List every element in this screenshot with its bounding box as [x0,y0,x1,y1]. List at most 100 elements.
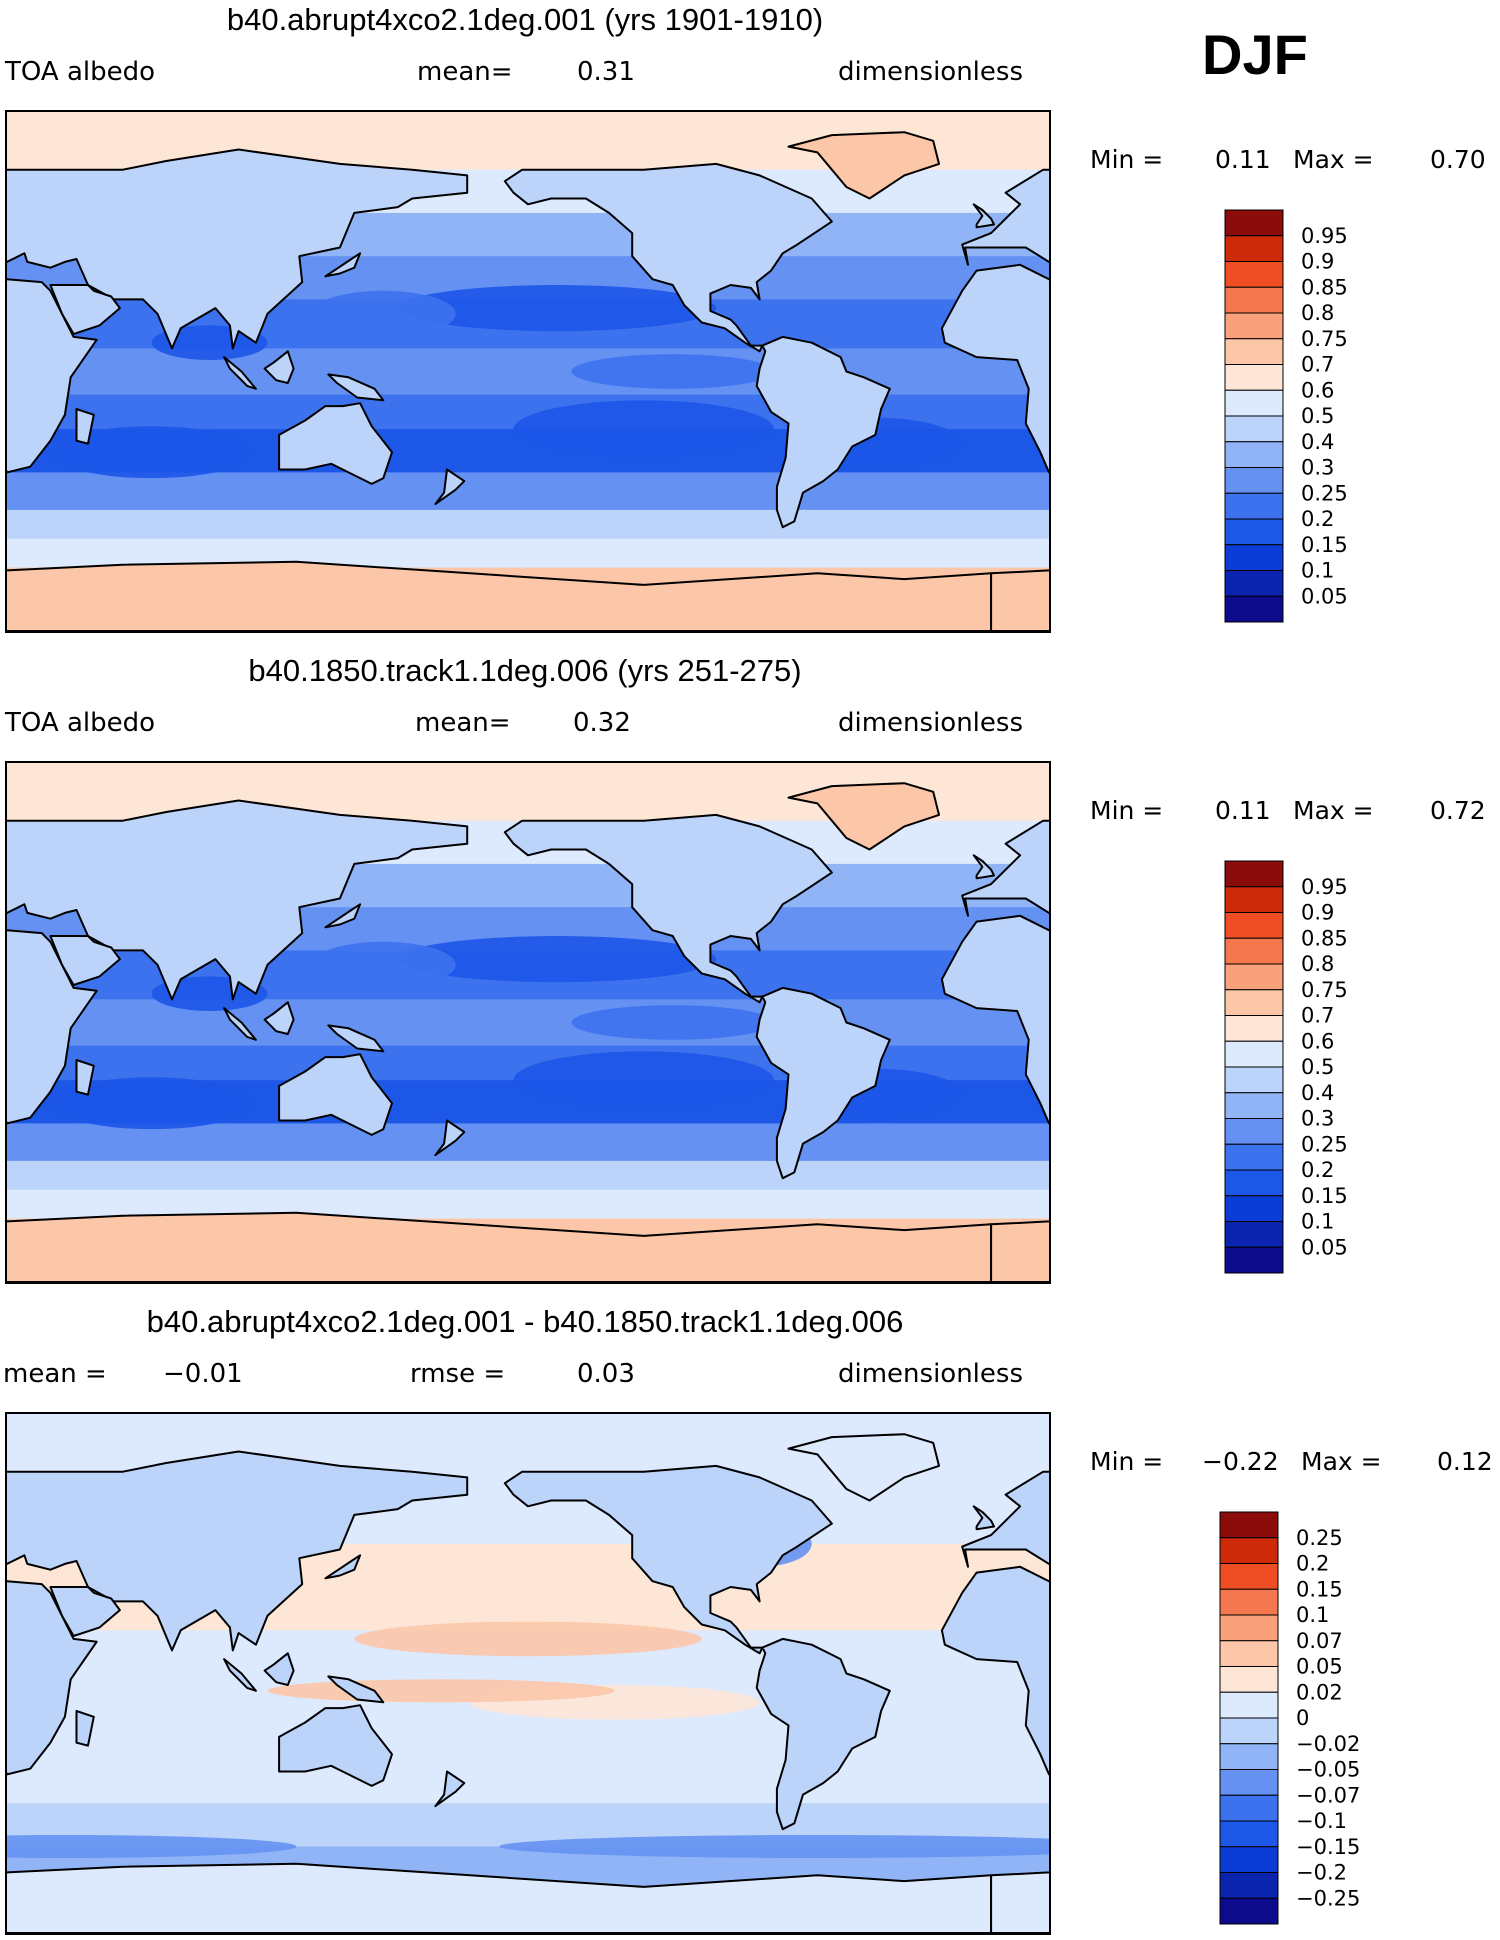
season-label: DJF [1202,23,1308,86]
coastline-sumatra [223,1007,257,1041]
coastline-borneo [263,350,295,384]
colorbar-box [1224,338,1284,365]
colorbar-box [1219,1743,1279,1770]
colorbar-label: 0.05 [1296,1655,1343,1679]
coastline-samerica [755,986,891,1180]
coastline-eurasia [7,799,469,1001]
colorbar-label: 0.9 [1301,250,1334,274]
colorbar-label: 0.25 [1301,481,1348,505]
coastline-africa [940,1565,1049,1776]
panel3-rmse-label: rmse = [410,1359,506,1389]
colorbar-label: 0.1 [1301,559,1334,583]
coastline-madagascar [75,1710,95,1747]
colorbar-label: 0 [1296,1706,1309,1730]
colorbar-label: −0.15 [1296,1835,1360,1859]
colorbar-box [1224,1015,1284,1042]
coastline-samerica [755,1637,891,1831]
colorbar-box [1224,989,1284,1016]
panel3-max-value: 0.12 [1437,1447,1493,1476]
coastline-newguinea [327,1024,385,1053]
coastline-australia [278,1704,393,1787]
colorbar-box [1224,467,1284,494]
colorbar-label: 0.95 [1301,224,1348,248]
panel3-min-value: −0.22 [1202,1447,1279,1476]
colorbar-label: −0.25 [1296,1886,1360,1910]
coastline-antarctica [990,1220,1049,1282]
panel3-max-label: Max = [1301,1447,1382,1476]
colorbar-label: 0.8 [1301,301,1334,325]
panel2-mean-label: mean= [415,708,511,738]
colorbar-label: 0.6 [1301,1029,1334,1053]
coastline-namerica [503,1464,833,1655]
colorbar-box [1219,1666,1279,1693]
colorbar-box [1224,312,1284,340]
panel1-min-value: 0.11 [1215,145,1271,174]
coastline-newguinea [327,373,385,402]
coastline-japan [324,1554,362,1580]
colorbar-label: 0.25 [1301,1132,1348,1156]
colorbar-box [1219,1614,1279,1642]
panel2-colorbar: 0.95 0.9 0.85 0.8 0.75 0.7 0.6 0.5 0.4 0.3 0.25 0.2… [1224,860,1348,1274]
panel2-mean-value: 0.32 [573,708,631,738]
colorbar-box [1219,1691,1279,1719]
colorbar-label: 0.2 [1296,1552,1329,1576]
colorbar-box [1219,1563,1279,1590]
colorbar-label: 0.5 [1301,404,1334,428]
colorbar-label: −0.1 [1296,1809,1347,1833]
panel2-min-value: 0.11 [1215,796,1271,825]
colorbar-label: 0.15 [1301,1184,1348,1208]
colorbar-label: 0.15 [1301,533,1348,557]
colorbar-box [1224,286,1284,314]
coastline-africa [940,263,1049,474]
coastline-uk [972,854,995,880]
coastline-antarctica [990,569,1049,631]
coastline-uk [972,1505,995,1531]
panel1-variable-label: TOA albedo [5,57,156,87]
coastline-arabia [49,935,121,986]
panel1-colorbar: 0.95 0.9 0.85 0.8 0.75 0.7 0.6 0.5 0.4 0.3 0.25 0.2… [1224,209,1348,623]
coastline-africa [7,929,98,1125]
colorbar-box [1219,1588,1279,1616]
coastline-antarctica [7,560,993,631]
coastline-antarctica [7,1211,993,1282]
panel1-max-value: 0.70 [1430,145,1486,174]
colorbar-box [1224,912,1284,939]
panel1-title: b40.abrupt4xco2.1deg.001 (yrs 1901-1910) [226,2,824,37]
coastline-arabia [49,284,121,335]
colorbar-box [1219,1769,1279,1796]
panel3-title: b40.abrupt4xco2.1deg.001 - b40.1850.trac… [146,1304,904,1339]
coastline-nz [434,1770,466,1808]
colorbar-label: 0.7 [1301,353,1334,377]
panel2-max-value: 0.72 [1430,796,1486,825]
panel3-rmse-value: 0.03 [577,1359,635,1389]
colorbar-label: 0.15 [1296,1577,1343,1601]
coastline-africa [940,914,1049,1125]
coastline-borneo [263,1652,295,1686]
colorbar-box [1224,860,1284,888]
panel2-max-label: Max = [1293,796,1374,825]
panel2-title: b40.1850.track1.1deg.006 (yrs 251-275) [248,653,802,688]
colorbar-box [1224,492,1284,520]
coastline-madagascar [75,1059,95,1096]
colorbar-box [1224,544,1284,571]
coastline-australia [278,1053,393,1136]
coastline-antarctica [990,1871,1049,1933]
colorbar-label: 0.6 [1301,378,1334,402]
colorbar-box [1219,1717,1279,1745]
panel3-mean-label: mean = [3,1359,107,1389]
colorbar-box [1219,1640,1279,1667]
colorbar-label: 0.5 [1301,1055,1334,1079]
colorbar-label: 0.3 [1301,456,1334,480]
coastline-antarctica [7,1862,993,1933]
panel1-min-label: Min = [1090,145,1164,174]
colorbar-box [1224,364,1284,391]
colorbar-label: −0.07 [1296,1783,1360,1807]
panel2-units: dimensionless [838,708,1023,738]
coastline-nz [434,468,466,506]
panel3-mean-value: −0.01 [163,1359,243,1389]
colorbar-box [1219,1872,1279,1899]
colorbar-box [1224,595,1284,623]
colorbar-label: 0.85 [1301,275,1348,299]
colorbar-box [1219,1537,1279,1564]
coastline-uk [972,203,995,229]
